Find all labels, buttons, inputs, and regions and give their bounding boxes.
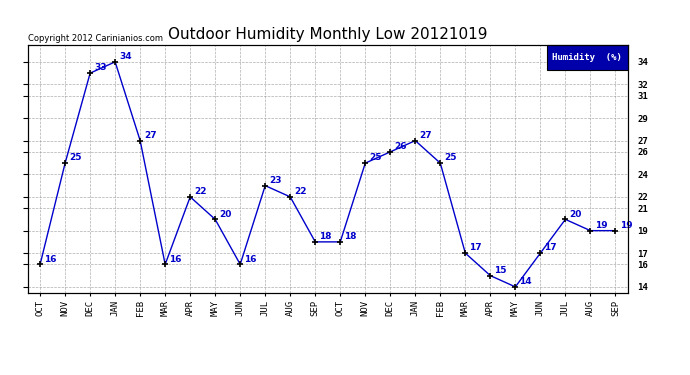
Text: 27: 27 [420, 131, 432, 140]
Text: 25: 25 [69, 153, 82, 162]
Text: 25: 25 [444, 153, 457, 162]
Text: Copyright 2012 Carinianios.com: Copyright 2012 Carinianios.com [28, 33, 163, 42]
Text: 20: 20 [569, 210, 582, 219]
Text: 18: 18 [344, 232, 357, 241]
Text: 14: 14 [520, 277, 532, 286]
Text: 27: 27 [144, 131, 157, 140]
Title: Outdoor Humidity Monthly Low 20121019: Outdoor Humidity Monthly Low 20121019 [168, 27, 488, 42]
Text: Humidity  (%): Humidity (%) [553, 53, 622, 62]
Text: 23: 23 [269, 176, 282, 185]
Text: 19: 19 [620, 221, 632, 230]
Text: 26: 26 [395, 142, 407, 151]
Text: 22: 22 [295, 187, 307, 196]
Text: 16: 16 [44, 255, 57, 264]
Text: 22: 22 [195, 187, 207, 196]
Text: 25: 25 [369, 153, 382, 162]
FancyBboxPatch shape [547, 45, 628, 70]
Text: 19: 19 [595, 221, 607, 230]
Text: 16: 16 [244, 255, 257, 264]
Text: 34: 34 [119, 52, 132, 61]
Text: 17: 17 [469, 243, 482, 252]
Text: 16: 16 [169, 255, 182, 264]
Text: 17: 17 [544, 243, 557, 252]
Text: 15: 15 [495, 266, 507, 275]
Text: 20: 20 [219, 210, 232, 219]
Text: 18: 18 [319, 232, 332, 241]
Text: 33: 33 [95, 63, 107, 72]
